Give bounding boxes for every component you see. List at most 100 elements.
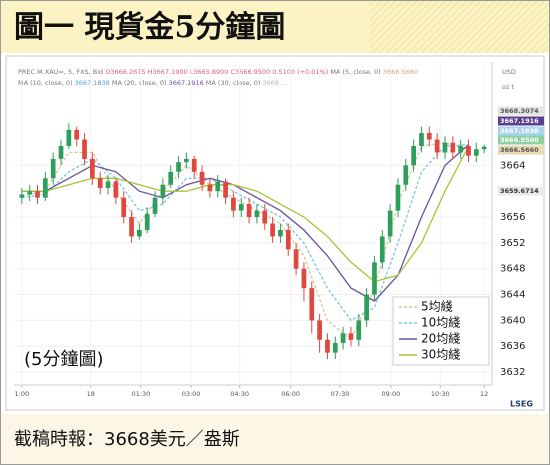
info-segment: 3667.1838 (75, 79, 112, 87)
candle-body (481, 146, 487, 150)
y-tick-label: 3656 (500, 212, 525, 223)
y-tick-label: 3648 (500, 264, 525, 275)
candle-body (238, 204, 244, 211)
x-tick-label: 1:00 (15, 390, 30, 398)
candle-body (278, 229, 283, 237)
y-tick-label: 3640 (500, 315, 525, 326)
candle-body (340, 333, 346, 344)
candle-body (426, 133, 432, 140)
candle-body (458, 145, 464, 153)
candle-body (215, 181, 221, 192)
candle-body (395, 184, 401, 211)
title-band-pattern (370, 1, 549, 53)
x-tick-label: 18 (87, 390, 95, 398)
candle-body (160, 184, 166, 198)
ma-line (21, 146, 470, 283)
price-label: 3667.1916 (500, 117, 539, 125)
footer-band (1, 414, 549, 464)
x-tick-label: 01:30 (132, 390, 151, 398)
candle-body (442, 142, 448, 153)
info-segment: 3666.5660 (383, 68, 418, 76)
candle-body (113, 181, 119, 198)
price-label: 3666.9500 (500, 136, 539, 144)
chart: PREC.M.XAU=, 5, FXS, Bid O3666.2675 H366… (14, 62, 544, 409)
price-label-box (498, 186, 544, 196)
info-segment: MA (10, close, 0) (18, 79, 75, 87)
candle-body (50, 158, 56, 179)
candle-body (231, 197, 236, 211)
candle-body (137, 229, 142, 237)
info-segment: 3668 ... (262, 79, 287, 87)
y-tick-label: 3636 (500, 341, 525, 352)
candle-body (411, 145, 416, 166)
candle-body (301, 268, 307, 289)
legend-label: 30均綫 (421, 348, 460, 362)
candle-body (434, 139, 440, 153)
candle-body (35, 191, 40, 198)
x-tick-label: 07:30 (331, 390, 350, 398)
candle-body (372, 262, 377, 295)
y-tick-label: 3632 (500, 367, 525, 378)
y-tick-label: 3644 (500, 290, 525, 301)
info-segment: MA (5, close, 0) (330, 68, 383, 76)
info-segment: O3666.2675 H3667.1900 L3665.8900 C3666.9… (105, 68, 330, 76)
candle-body (317, 320, 322, 340)
candle-body (450, 142, 456, 153)
candle-body (90, 158, 95, 179)
price-label: 3666.5660 (500, 146, 539, 154)
candle-body (168, 171, 174, 185)
x-tick-label: 03:00 (182, 390, 201, 398)
candle-body (309, 288, 315, 321)
ma-line (21, 144, 469, 302)
plot-area (19, 123, 487, 360)
candle-body (246, 204, 252, 218)
candle-body (348, 333, 354, 340)
legend-label: 10均綫 (421, 316, 460, 330)
legend-label: 5均綫 (421, 300, 453, 314)
candle-body (74, 129, 80, 140)
candle-body (379, 236, 385, 263)
ma-line (21, 144, 469, 322)
price-label-box (498, 135, 544, 145)
footer-text: 截稿時報：3668美元／盎斯 (14, 429, 240, 450)
candle-body (332, 343, 338, 353)
candle-body (58, 145, 64, 159)
y-tick-label: 3652 (500, 238, 525, 249)
candle-body (325, 339, 330, 353)
candle-body (66, 129, 72, 146)
price-label-box (498, 106, 544, 116)
ma-line (21, 142, 469, 341)
x-tick-label: 09:00 (382, 390, 401, 398)
candle-body (27, 191, 33, 195)
legend-label: 20均綫 (421, 332, 460, 346)
candle-body (184, 158, 189, 163)
x-tick-label: 04:30 (230, 390, 249, 398)
candle-body (207, 184, 213, 192)
annotation: (5分鐘圖) (24, 349, 104, 370)
x-tick-label: 12 (480, 390, 488, 398)
candle-body (19, 194, 25, 198)
candle-body (82, 139, 87, 159)
legend-box (392, 296, 490, 366)
price-label: 3659.6714 (500, 187, 539, 195)
candle-body (403, 165, 409, 185)
candle-body (254, 210, 260, 218)
info-segment: 3667.1916 (169, 79, 206, 87)
candle-body (270, 223, 275, 237)
candle-body (285, 229, 291, 250)
candle-body (191, 158, 197, 172)
candle-body (176, 162, 181, 172)
candle-body (466, 145, 471, 156)
candle-body (223, 181, 228, 198)
candle-body (364, 294, 369, 321)
price-label-box (498, 126, 544, 136)
y-tick-label: 3664 (500, 160, 525, 171)
source-logo: LSEG (510, 400, 533, 409)
info-line: PREC.M.XAU=, 5, FXS, Bid O3666.2675 H366… (18, 68, 418, 76)
info-segment: MA (20, close, 0) (112, 79, 169, 87)
title: 圖一 現貨金5分鐘圖 (14, 10, 285, 45)
unit-label: oz t (502, 83, 514, 91)
candle-body (262, 210, 268, 224)
candle-body (473, 149, 479, 156)
